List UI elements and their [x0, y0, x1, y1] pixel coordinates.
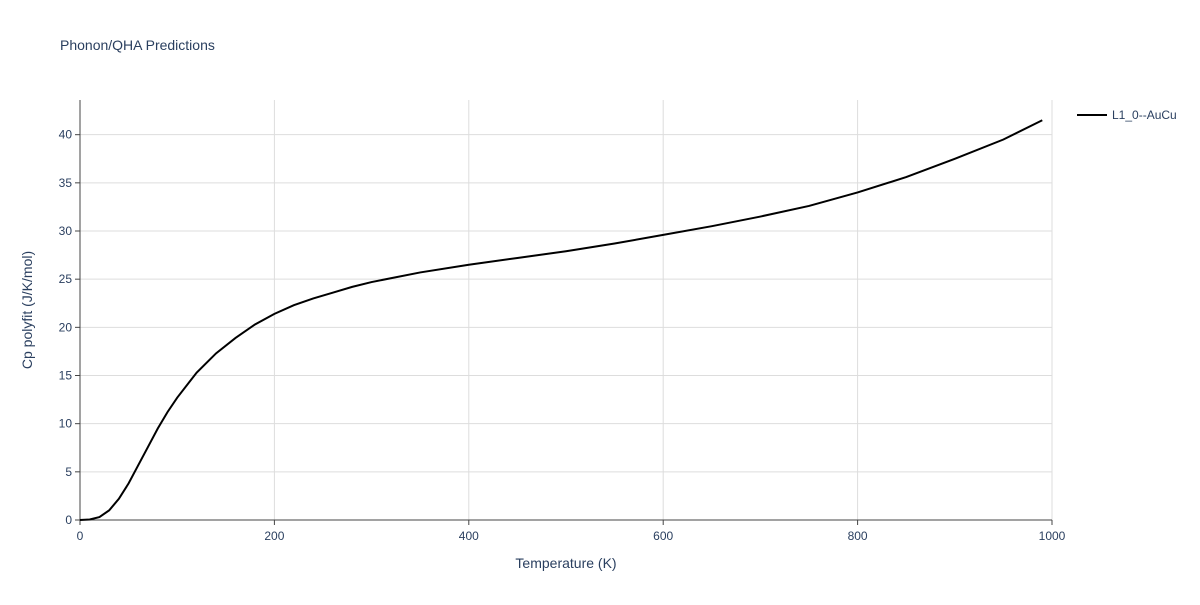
x-tick-label: 600 — [653, 529, 673, 543]
y-tick-label: 30 — [59, 224, 73, 238]
y-tick-label: 40 — [59, 128, 73, 142]
data-line — [79, 119, 1043, 521]
y-tick-label: 25 — [59, 272, 73, 286]
x-tick-label: 0 — [77, 529, 84, 543]
x-tick-label: 400 — [459, 529, 479, 543]
y-tick-label: 15 — [59, 369, 73, 383]
y-tick-label: 10 — [59, 417, 73, 431]
chart-title: Phonon/QHA Predictions — [60, 37, 215, 53]
x-tick-label: 1000 — [1039, 529, 1066, 543]
x-tick-label: 800 — [848, 529, 868, 543]
y-tick-label: 35 — [59, 176, 73, 190]
y-tick-label: 20 — [59, 320, 73, 334]
legend-label: L1_0--AuCu — [1112, 108, 1177, 122]
x-axis-title: Temperature (K) — [515, 555, 616, 571]
y-tick-label: 5 — [65, 465, 72, 479]
x-tick-label: 200 — [264, 529, 284, 543]
y-axis-title: Cp polyfit (J/K/mol) — [19, 251, 35, 369]
y-tick-label: 0 — [65, 513, 72, 527]
